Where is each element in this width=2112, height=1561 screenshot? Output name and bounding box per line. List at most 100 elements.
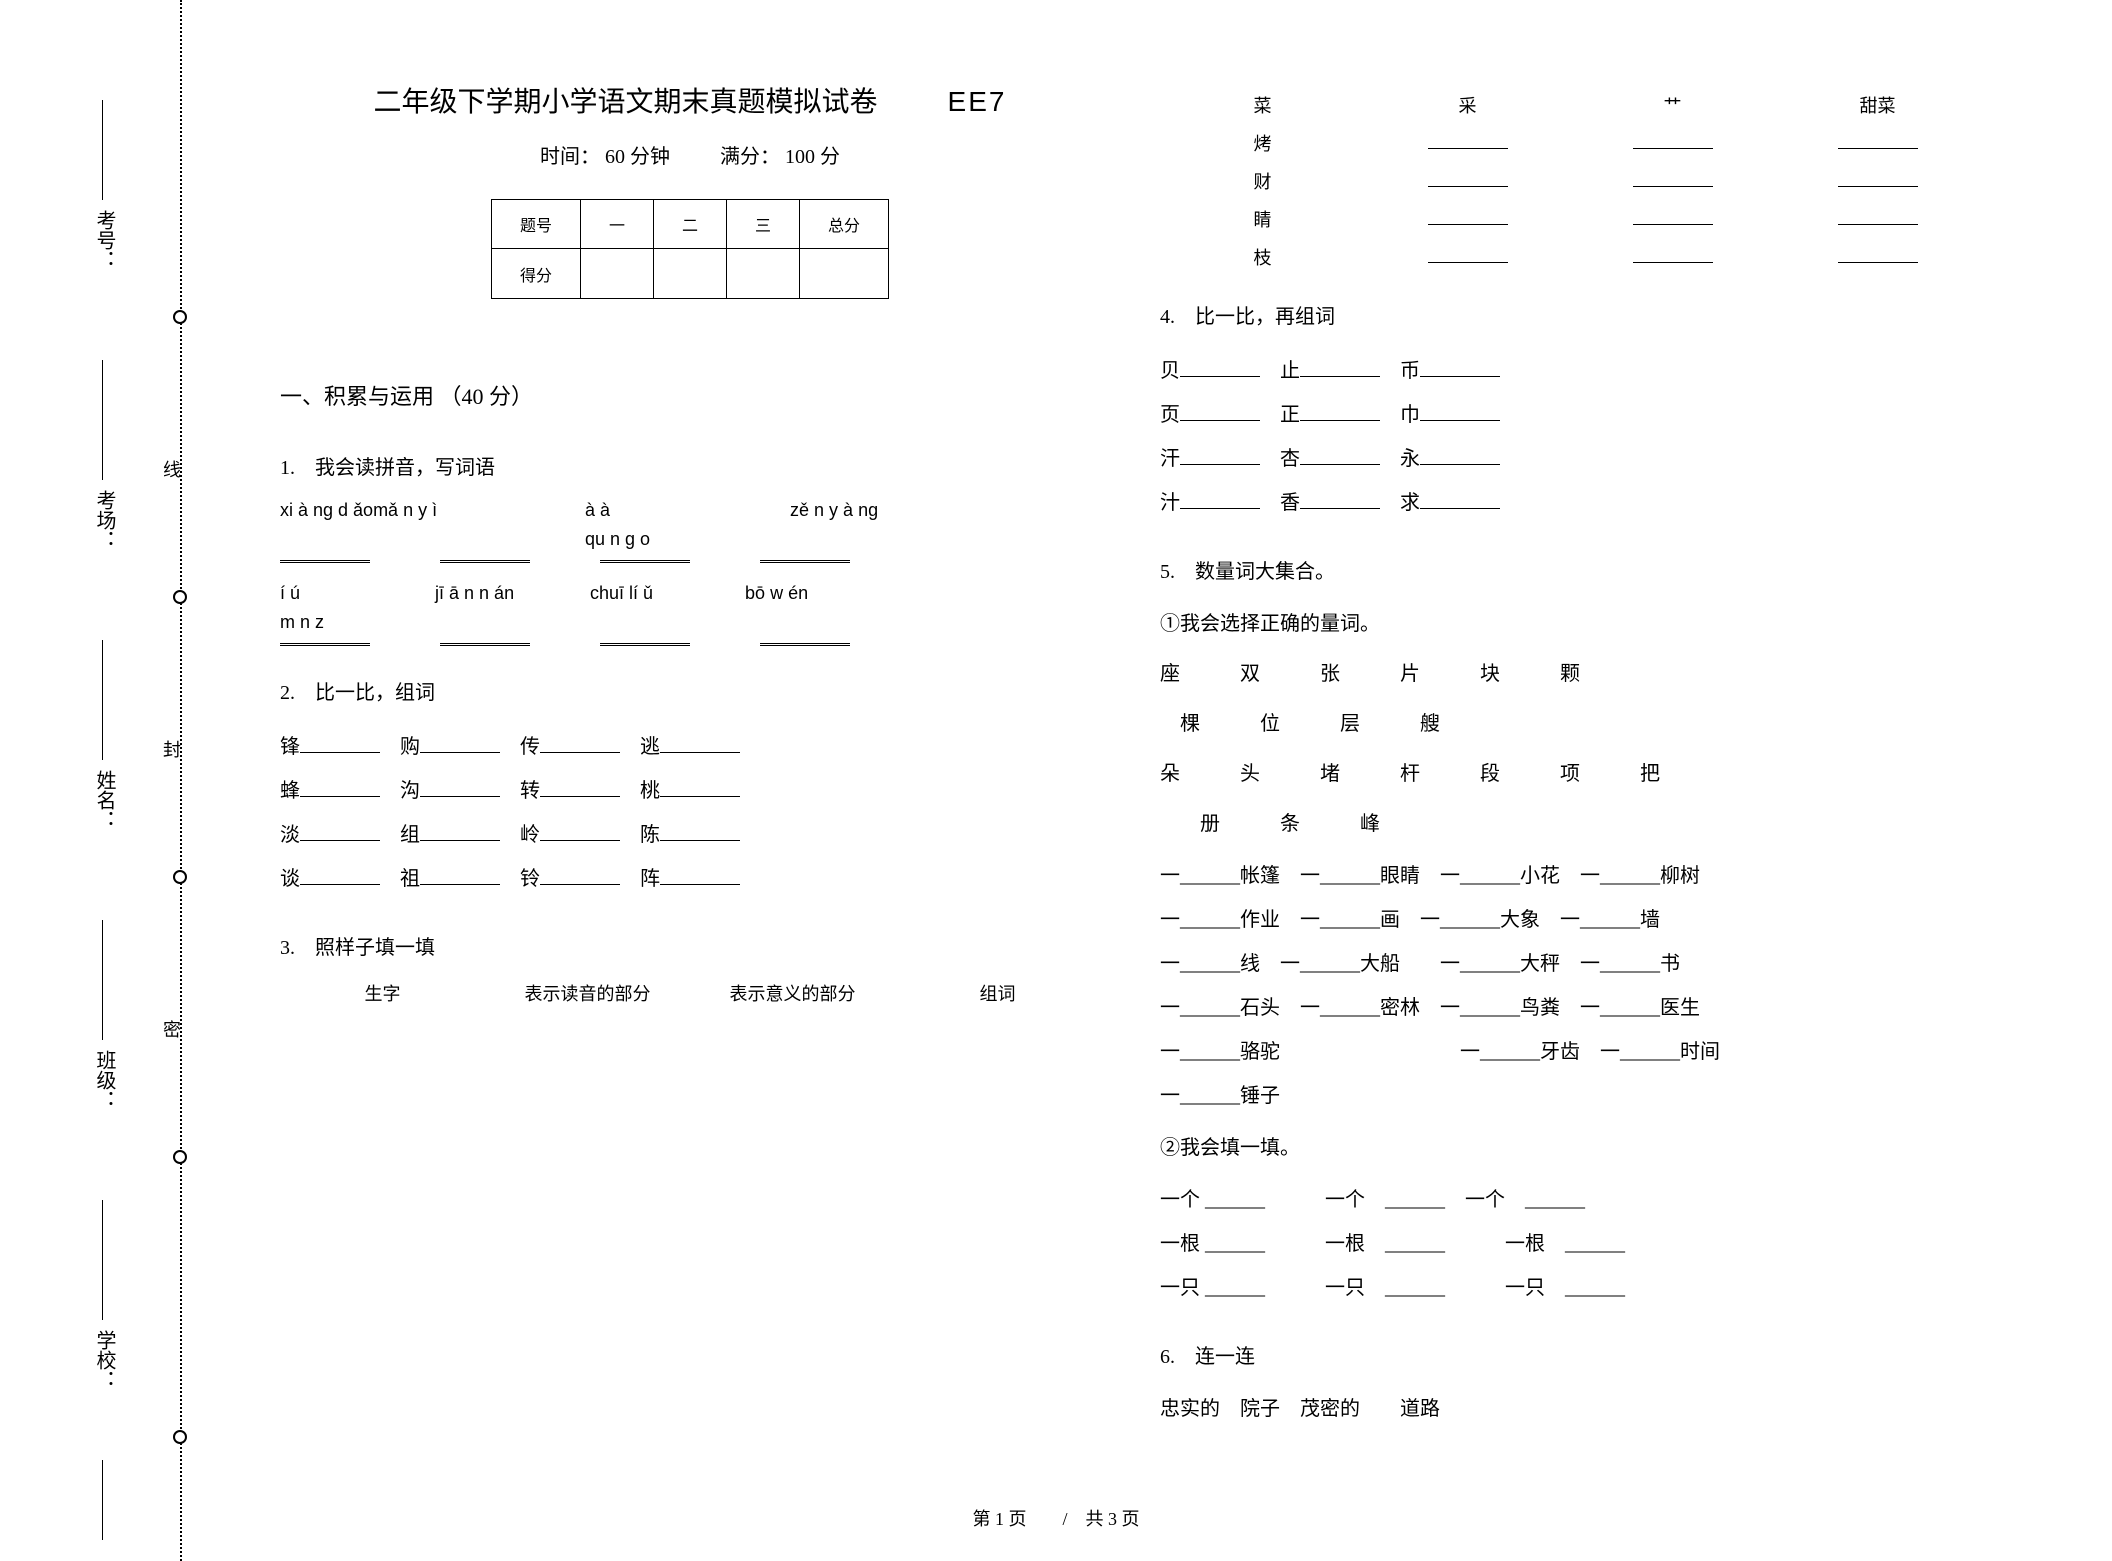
binding-circle xyxy=(173,310,187,324)
answer-blank[interactable] xyxy=(1838,186,1918,187)
q3-row: 财 xyxy=(1160,168,1980,194)
answer-blank[interactable] xyxy=(440,560,530,563)
answer-blank[interactable] xyxy=(1838,224,1918,225)
answer-blank[interactable] xyxy=(1633,148,1713,149)
binding-dotted-line xyxy=(180,0,182,1561)
score-cell[interactable] xyxy=(580,249,653,299)
q6-line: 忠实的 院子 茂密的 道路 xyxy=(1160,1389,1980,1429)
answer-blank[interactable] xyxy=(280,560,370,563)
answer-blank[interactable] xyxy=(1300,464,1380,465)
q2-char: 桃 xyxy=(640,780,660,802)
answer-blank[interactable] xyxy=(1180,376,1260,377)
q2-line: 蜂沟转桃 xyxy=(280,769,1100,813)
q2-char: 传 xyxy=(520,736,540,758)
answer-blank[interactable] xyxy=(1300,420,1380,421)
answer-blank[interactable] xyxy=(1633,186,1713,187)
q3-heading: 3. 照样子填一填 xyxy=(280,931,1100,960)
answer-blank[interactable] xyxy=(300,884,380,885)
q4-char: 正 xyxy=(1280,404,1300,426)
q5-fill-line[interactable]: 一______骆驼 一______牙齿 一______时间 xyxy=(1160,1030,1980,1074)
answer-blank[interactable] xyxy=(420,884,500,885)
answer-blank[interactable] xyxy=(600,560,690,563)
q3-cell: 甜菜 xyxy=(1775,92,1980,118)
q4-line: 贝止币 xyxy=(1160,349,1980,393)
q4-line: 页正巾 xyxy=(1160,393,1980,437)
answer-blank[interactable] xyxy=(1420,464,1500,465)
answer-blank[interactable] xyxy=(300,796,380,797)
answer-blank[interactable] xyxy=(280,643,370,646)
answer-blank[interactable] xyxy=(1838,262,1918,263)
binding-label: 考场： xyxy=(90,490,119,550)
answer-blank[interactable] xyxy=(660,884,740,885)
q5-fill-line[interactable]: 一______线 一______大船 一______大秤 一______书 xyxy=(1160,942,1980,986)
answer-blank[interactable] xyxy=(1428,186,1508,187)
answer-blank[interactable] xyxy=(1428,262,1508,263)
score-cell[interactable] xyxy=(800,249,889,299)
answer-blank[interactable] xyxy=(1838,148,1918,149)
q5-fill-line[interactable]: 一______作业 一______画 一______大象 一______墙 xyxy=(1160,898,1980,942)
answer-blank[interactable] xyxy=(540,840,620,841)
answer-blank[interactable] xyxy=(760,643,850,646)
answer-blank[interactable] xyxy=(1420,508,1500,509)
answer-blank[interactable] xyxy=(1300,376,1380,377)
q3-blank-cell xyxy=(1775,209,1980,230)
answer-blank[interactable] xyxy=(1428,224,1508,225)
q5-fill-line[interactable]: 一根 ______ 一根 ______ 一根 ______ xyxy=(1160,1222,1980,1266)
answer-blank[interactable] xyxy=(540,796,620,797)
q1-blank-row xyxy=(280,643,1100,646)
answer-blank[interactable] xyxy=(1180,420,1260,421)
answer-blank[interactable] xyxy=(1180,508,1260,509)
page-footer: 第 1 页 / 共 3 页 xyxy=(0,1505,2112,1531)
q3-header-cell: 生字 xyxy=(280,980,485,1006)
answer-blank[interactable] xyxy=(1180,464,1260,465)
binding-margin: 考号：考场：姓名：班级：学校：线封密 xyxy=(60,0,180,1561)
answer-blank[interactable] xyxy=(760,560,850,563)
q5-heading: 5. 数量词大集合。 xyxy=(1160,555,1980,584)
q3-blank-cell xyxy=(1365,133,1570,154)
answer-blank[interactable] xyxy=(1633,262,1713,263)
answer-blank[interactable] xyxy=(1633,224,1713,225)
answer-blank[interactable] xyxy=(660,840,740,841)
answer-blank[interactable] xyxy=(1300,508,1380,509)
score-cell[interactable] xyxy=(653,249,726,299)
answer-blank[interactable] xyxy=(300,840,380,841)
score-cell[interactable] xyxy=(727,249,800,299)
q5-fill-line[interactable]: 一______石头 一______密林 一______鸟粪 一______医生 xyxy=(1160,986,1980,1030)
q2-char: 铃 xyxy=(520,868,540,890)
q5-fill-line[interactable]: 一个 ______ 一个 ______ 一个 ______ xyxy=(1160,1178,1980,1222)
answer-blank[interactable] xyxy=(660,796,740,797)
q5-sub1-label: ①我会选择正确的量词。 xyxy=(1160,604,1980,644)
q3-blank-cell xyxy=(1775,247,1980,268)
q1-blank-row xyxy=(280,560,1100,563)
answer-blank[interactable] xyxy=(1420,420,1500,421)
q3-header-cell: 组词 xyxy=(895,980,1100,1006)
answer-blank[interactable] xyxy=(1428,148,1508,149)
answer-blank[interactable] xyxy=(1420,376,1500,377)
q5-words-line: 册 条 峰 xyxy=(1160,804,1980,844)
answer-blank[interactable] xyxy=(660,752,740,753)
exam-title: 二年级下学期小学语文期末真题模拟试卷 EE7 xyxy=(280,80,1100,120)
q3-header-cell: 表示读音的部分 xyxy=(485,980,690,1006)
q1-pinyin-row: xi à ng d ǎomǎ n y ì à à zě n y à ng xyxy=(280,500,1100,521)
q5-fill-line[interactable]: 一只 ______ 一只 ______ 一只 ______ xyxy=(1160,1266,1980,1310)
answer-blank[interactable] xyxy=(600,643,690,646)
answer-blank[interactable] xyxy=(540,752,620,753)
answer-blank[interactable] xyxy=(300,752,380,753)
q4-char: 汗 xyxy=(1160,448,1180,470)
q2-char: 阵 xyxy=(640,868,660,890)
answer-blank[interactable] xyxy=(420,796,500,797)
time-label: 时间： xyxy=(540,146,600,168)
q5-fill-line[interactable]: 一______锤子 xyxy=(1160,1074,1980,1118)
pinyin-text: bō w én xyxy=(745,583,895,604)
answer-blank[interactable] xyxy=(440,643,530,646)
score-header-cell: 三 xyxy=(727,200,800,249)
answer-blank[interactable] xyxy=(540,884,620,885)
answer-blank[interactable] xyxy=(420,840,500,841)
q2-char: 转 xyxy=(520,780,540,802)
answer-blank[interactable] xyxy=(420,752,500,753)
q3-char: 睛 xyxy=(1160,206,1365,232)
q2-char: 购 xyxy=(400,736,420,758)
q5-fill-line[interactable]: 一______帐篷 一______眼睛 一______小花 一______柳树 xyxy=(1160,854,1980,898)
q3-row: 枝 xyxy=(1160,244,1980,270)
q3-example-row: 菜 采 艹 甜菜 xyxy=(1160,92,1980,118)
